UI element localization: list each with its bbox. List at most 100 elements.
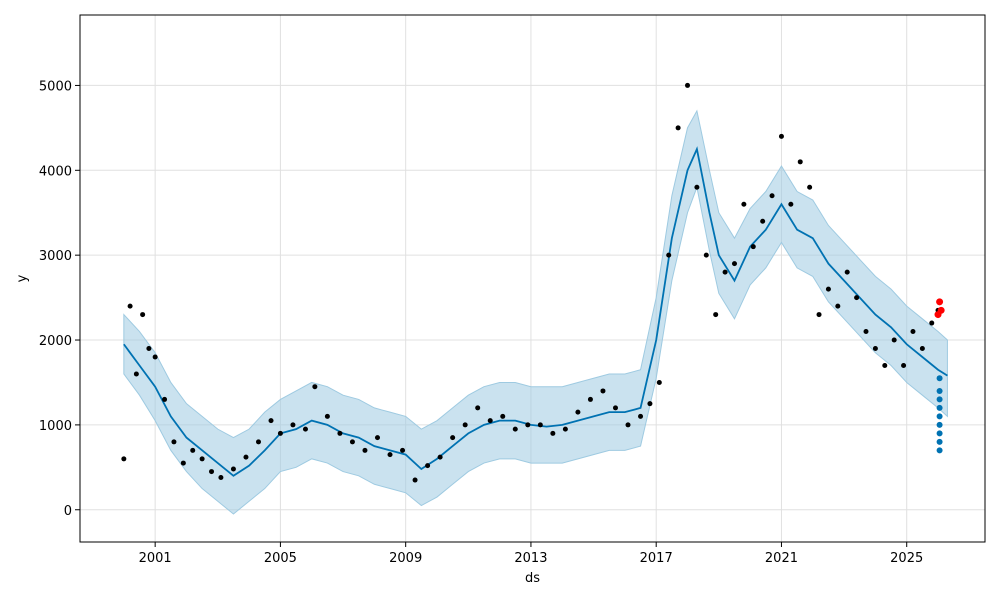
observed-point xyxy=(807,184,813,190)
x-axis: 2001 2005 2009 2013 2017 2021 2025 xyxy=(139,542,923,566)
forecast-line-group xyxy=(123,146,948,477)
observed-point xyxy=(854,295,860,301)
forecast-line xyxy=(123,146,948,477)
observed-point xyxy=(475,405,481,411)
observed-point xyxy=(731,261,737,267)
x-tick-label: 2001 xyxy=(139,551,172,566)
x-tick-label: 2017 xyxy=(640,551,673,566)
observed-point xyxy=(324,413,330,419)
x-axis-label: ds xyxy=(525,571,540,586)
observed-point xyxy=(612,405,618,411)
observed-point xyxy=(152,354,158,360)
observed-point xyxy=(675,125,681,131)
observed-point xyxy=(462,422,468,428)
y-axis-label: y xyxy=(15,274,30,282)
observed-point xyxy=(277,430,283,436)
observed-point xyxy=(872,346,878,352)
observed-point xyxy=(199,456,205,462)
observed-point xyxy=(412,477,418,483)
observed-point xyxy=(882,362,888,368)
observed-point xyxy=(760,218,766,224)
observed-point xyxy=(625,422,631,428)
observed-point xyxy=(500,413,506,419)
y-tick-label: 2000 xyxy=(39,334,72,349)
y-tick-label: 0 xyxy=(64,504,72,519)
observed-point xyxy=(121,456,127,462)
observed-point xyxy=(919,346,925,352)
observed-point xyxy=(835,303,841,309)
observed-point xyxy=(575,409,581,415)
observed-point xyxy=(666,252,672,258)
observed-point xyxy=(190,447,196,453)
forecast-tail-point xyxy=(936,396,943,403)
observed-point xyxy=(825,286,831,292)
forecast-tail-point xyxy=(936,404,943,411)
observed-point xyxy=(910,329,916,335)
x-tick-label: 2009 xyxy=(389,551,422,566)
observed-point xyxy=(450,435,456,441)
observed-point xyxy=(255,439,261,445)
y-axis: 0 1000 2000 3000 4000 5000 xyxy=(39,79,80,519)
observed-point xyxy=(487,418,493,424)
y-tick-label: 3000 xyxy=(39,249,72,264)
observed-point xyxy=(127,303,133,309)
observed-point xyxy=(901,362,907,368)
observed-point xyxy=(778,133,784,139)
y-tick-label: 5000 xyxy=(39,79,72,94)
forecast-tail-point xyxy=(936,438,943,445)
observed-point xyxy=(512,426,518,432)
observed-point xyxy=(863,329,869,335)
observed-point xyxy=(140,312,146,318)
x-tick-label: 2021 xyxy=(765,551,798,566)
y-tick-label: 4000 xyxy=(39,164,72,179)
observed-point xyxy=(230,466,236,472)
observed-point xyxy=(133,371,139,377)
observed-point xyxy=(703,252,709,258)
observed-point xyxy=(162,396,168,402)
plot-frame xyxy=(79,14,986,543)
recent-point xyxy=(937,306,945,314)
observed-point xyxy=(722,269,728,275)
observed-point xyxy=(349,439,355,445)
forecast-tail-point xyxy=(936,375,943,382)
forecast-tail-point xyxy=(936,430,943,437)
observed-point xyxy=(537,422,543,428)
observed-point xyxy=(171,439,177,445)
uncertainty-band xyxy=(123,109,948,515)
observed-point xyxy=(647,401,653,407)
observed-point xyxy=(374,435,380,441)
x-tick-label: 2005 xyxy=(264,551,297,566)
observed-point xyxy=(562,426,568,432)
uncertainty-interval xyxy=(123,109,948,515)
forecast-tail-point xyxy=(936,387,943,394)
observed-point xyxy=(312,384,318,390)
x-tick-label: 2025 xyxy=(890,551,923,566)
observed-points xyxy=(121,82,945,483)
observed-point xyxy=(656,379,662,385)
observed-point xyxy=(769,193,775,199)
observed-point xyxy=(268,418,274,424)
observed-point xyxy=(929,320,935,326)
observed-point xyxy=(290,422,296,428)
forecast-tail-point xyxy=(936,413,943,420)
observed-point xyxy=(525,422,531,428)
observed-point xyxy=(550,430,556,436)
observed-point xyxy=(797,159,803,165)
forecast-tail-point xyxy=(936,421,943,428)
observed-point xyxy=(387,452,393,458)
observed-point xyxy=(788,201,794,207)
observed-point xyxy=(638,413,644,419)
observed-point xyxy=(685,82,691,88)
observed-point xyxy=(180,460,186,466)
observed-point xyxy=(302,426,308,432)
observed-point xyxy=(243,454,249,460)
recent-point xyxy=(936,298,944,306)
observed-point xyxy=(844,269,850,275)
observed-point xyxy=(209,469,215,475)
forecast-tail-point xyxy=(936,447,943,454)
observed-point xyxy=(337,430,343,436)
observed-point xyxy=(694,184,700,190)
observed-point xyxy=(400,447,406,453)
y-tick-label: 1000 xyxy=(39,419,72,434)
